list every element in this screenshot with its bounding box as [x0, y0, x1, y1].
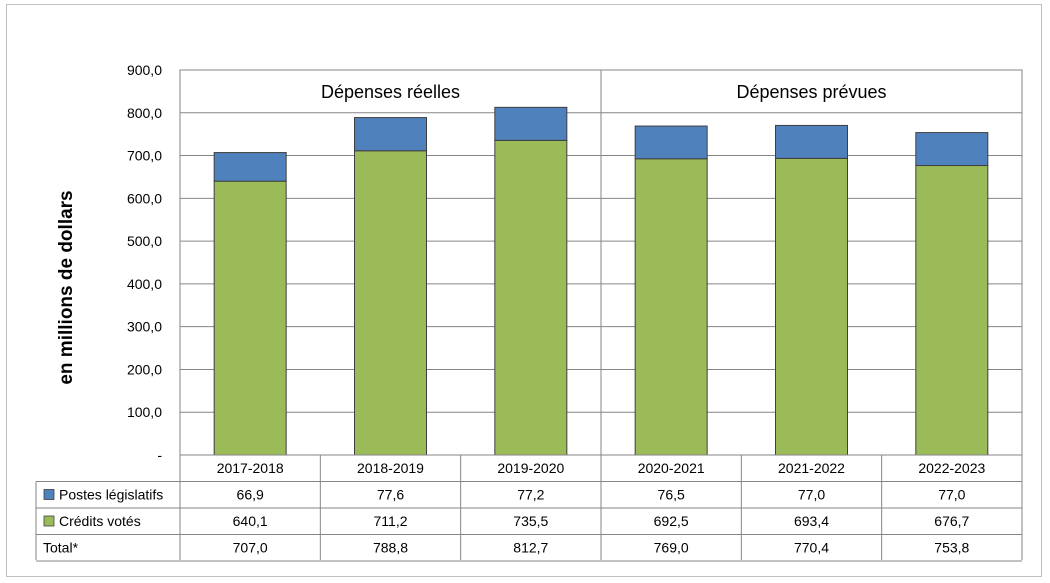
table-cell-value: 77,6 [377, 487, 404, 503]
y-tick-label: 300,0 [127, 319, 162, 335]
table-cell-value: 77,2 [517, 487, 544, 503]
bar-cr-dits-vot-s [775, 157, 848, 456]
table-cell-value: 769,0 [654, 540, 689, 556]
table-cell-value: 707,0 [233, 540, 268, 556]
table-cell-value: 77,0 [798, 487, 825, 503]
bar-postes-l-gislatifs [634, 125, 708, 160]
table-cell-value: 735,5 [513, 513, 548, 529]
bar-postes-l-gislatifs [915, 132, 989, 167]
y-tick-label: 100,0 [127, 404, 162, 420]
table-cell-value: 76,5 [658, 487, 685, 503]
y-tick-label: 200,0 [127, 361, 162, 377]
y-tick-label: 500,0 [127, 233, 162, 249]
table-cell-value: 770,4 [794, 540, 829, 556]
table-cell-value: 788,8 [373, 540, 408, 556]
table-cell-value: 753,8 [934, 540, 969, 556]
bar-cr-dits-vot-s [494, 139, 568, 456]
legend-swatch [43, 515, 55, 527]
legend-swatch [43, 489, 55, 500]
table-cell-value: 676,7 [934, 513, 969, 529]
bar-postes-l-gislatifs [775, 124, 848, 159]
bar-postes-l-gislatifs [213, 152, 287, 182]
table-cell-value: 640,1 [233, 513, 268, 529]
category-label: 2020-2021 [638, 460, 705, 476]
y-tick-label: 600,0 [127, 190, 162, 206]
table-cell-value: 812,7 [513, 540, 548, 556]
category-label: 2022-2023 [918, 460, 985, 476]
table-row-label: Crédits votés [59, 513, 141, 529]
table-cell-value: 66,9 [237, 487, 264, 503]
table-cell-value: 711,2 [374, 513, 408, 529]
category-label: 2018-2019 [357, 460, 424, 476]
y-axis-label: en millions de dollars [56, 190, 77, 384]
table-row-label: Postes législatifs [59, 487, 163, 503]
y-tick-label: 900,0 [127, 62, 162, 78]
group-label: Dépenses réelles [321, 82, 460, 102]
bar-postes-l-gislatifs [494, 106, 568, 141]
bar-cr-dits-vot-s [354, 150, 427, 456]
y-tick-label: - [157, 447, 162, 463]
bar-cr-dits-vot-s [915, 165, 989, 456]
y-tick-label: 800,0 [127, 105, 162, 121]
table-row-label: Total* [43, 540, 79, 556]
category-label: 2017-2018 [217, 460, 284, 476]
category-label: 2021-2022 [778, 460, 845, 476]
y-tick-label: 700,0 [127, 148, 162, 164]
table-cell-value: 693,4 [794, 513, 829, 529]
chart-frame [6, 4, 1042, 577]
table-cell-value: 692,5 [654, 513, 689, 529]
bar-postes-l-gislatifs [354, 117, 427, 152]
category-label: 2019-2020 [497, 460, 564, 476]
bar-cr-dits-vot-s [213, 180, 287, 456]
table-cell-value: 77,0 [938, 487, 965, 503]
bar-cr-dits-vot-s [634, 158, 708, 456]
group-label: Dépenses prévues [736, 82, 886, 102]
y-tick-label: 400,0 [127, 276, 162, 292]
